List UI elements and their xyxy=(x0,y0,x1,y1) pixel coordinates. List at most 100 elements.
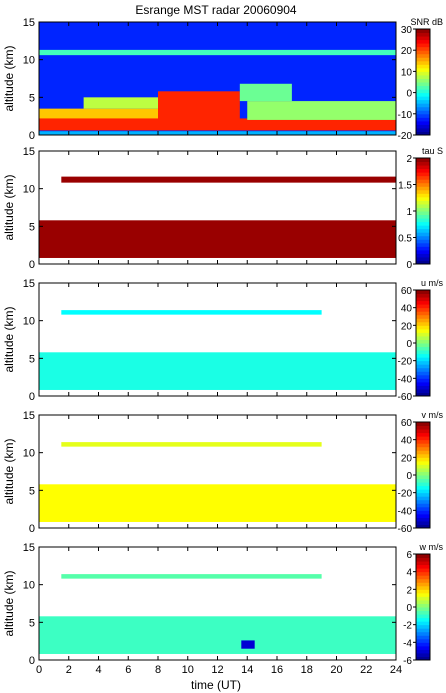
colorbar-step xyxy=(416,607,430,612)
data-layers xyxy=(39,310,396,390)
colorbar-step xyxy=(416,325,430,330)
layer-1 xyxy=(61,176,396,183)
colorbar-step xyxy=(416,203,430,208)
colorbar-step xyxy=(416,53,430,58)
colorbar-step xyxy=(416,453,430,458)
colorbar-step xyxy=(416,554,430,559)
colorbar-step xyxy=(416,225,430,230)
colorbar-step xyxy=(416,307,430,312)
panel-v: 0 5 10 15 altitude (km) -60 -40 -20 0 20 40 60 v m/s xyxy=(2,410,443,535)
colorbar-step xyxy=(416,131,430,136)
data-layers xyxy=(39,22,396,135)
colorbar-step xyxy=(416,186,430,191)
y-tick-label: 15 xyxy=(23,542,35,554)
colorbar-step xyxy=(416,193,430,198)
colorbar-step xyxy=(416,631,430,636)
colorbar-step xyxy=(416,168,430,173)
colorbar-step xyxy=(416,603,430,608)
colorbar-step xyxy=(416,360,430,365)
x-tick-label: 0 xyxy=(36,664,42,676)
colorbar-tick-label: 1 xyxy=(406,207,412,218)
y-tick-label: 0 xyxy=(29,130,35,142)
colorbar-step xyxy=(416,443,430,448)
colorbar-step xyxy=(416,568,430,573)
colorbar-step xyxy=(416,211,430,216)
colorbar-step xyxy=(416,110,430,115)
colorbar-tick-label: -4 xyxy=(403,638,412,649)
colorbar-step xyxy=(416,439,430,444)
colorbar: -6 -4 -2 0 2 4 6 w m/s xyxy=(403,542,443,667)
x-axis-label: time (UT) xyxy=(191,678,241,692)
colorbar-step xyxy=(416,127,430,132)
colorbar: -60 -40 -20 0 20 40 60 v m/s xyxy=(398,410,444,535)
y-tick-label: 15 xyxy=(23,17,35,29)
colorbar-step xyxy=(416,392,430,397)
colorbar-step xyxy=(416,74,430,79)
colorbar-step xyxy=(416,582,430,587)
colorbar-step xyxy=(416,478,430,483)
colorbar-step xyxy=(416,571,430,576)
colorbar-tick-label: 40 xyxy=(401,304,413,315)
colorbar-step xyxy=(416,388,430,393)
colorbar-step xyxy=(416,578,430,583)
colorbar-step xyxy=(416,482,430,487)
colorbar-step xyxy=(416,343,430,348)
colorbar-tick-label: 4 xyxy=(406,568,412,579)
colorbar-step xyxy=(416,524,430,529)
colorbar: 0 0.5 1 1.5 2 tau S xyxy=(398,146,443,271)
colorbar-tick-label: 0 xyxy=(406,260,412,271)
colorbar-step xyxy=(416,260,430,265)
colorbar-tick-label: 1.5 xyxy=(398,181,412,192)
colorbar-tick-label: 20 xyxy=(401,46,413,57)
colorbar-step xyxy=(416,617,430,622)
colorbar-step xyxy=(416,124,430,129)
x-tick-label: 18 xyxy=(301,664,313,676)
colorbar-step xyxy=(416,353,430,358)
colorbar-step xyxy=(416,381,430,386)
colorbar-tick-label: 40 xyxy=(401,436,413,447)
colorbar-step xyxy=(416,57,430,62)
colorbar-step xyxy=(416,457,430,462)
colorbar-step xyxy=(416,506,430,511)
colorbar-step xyxy=(416,92,430,97)
y-axis-label: altitude (km) xyxy=(2,570,16,636)
colorbar-step xyxy=(416,89,430,94)
colorbar-tick-label: 20 xyxy=(401,321,413,332)
colorbar-step xyxy=(416,446,430,451)
colorbar-step xyxy=(416,179,430,184)
layer-1 xyxy=(61,442,322,447)
colorbar-tick-label: 0 xyxy=(406,471,412,482)
colorbar-step xyxy=(416,599,430,604)
colorbar-step xyxy=(416,592,430,597)
colorbar-tick-label: -6 xyxy=(403,656,412,667)
y-axis-label: altitude (km) xyxy=(2,306,16,372)
colorbar-step xyxy=(416,232,430,237)
colorbar-label: u m/s xyxy=(421,278,444,288)
data-layers xyxy=(39,442,396,522)
colorbar-step xyxy=(416,50,430,55)
colorbar-step xyxy=(416,64,430,69)
layer-6 xyxy=(247,101,396,120)
colorbar-step xyxy=(416,29,430,34)
colorbar-step xyxy=(416,561,430,566)
colorbar-step xyxy=(416,346,430,351)
colorbar-step xyxy=(416,492,430,497)
colorbar-tick-label: -40 xyxy=(398,506,413,517)
colorbar-step xyxy=(416,436,430,441)
colorbar-label: tau S xyxy=(422,146,443,156)
colorbar-tick-label: 2 xyxy=(406,585,412,596)
x-tick-label: 8 xyxy=(155,664,161,676)
y-tick-label: 0 xyxy=(29,655,35,667)
colorbar-frame xyxy=(415,28,431,136)
panel-tau: 0 5 10 15 altitude (km) 0 0.5 1 1.5 2 tau S xyxy=(2,146,443,271)
y-tick-label: 5 xyxy=(29,485,35,497)
colorbar-tick-label: -60 xyxy=(398,524,413,535)
colorbar-step xyxy=(416,475,430,480)
colorbar-step xyxy=(416,318,430,323)
colorbar-step xyxy=(416,314,430,319)
panel-w: 0 5 10 15 altitude (km) -6 -4 -2 0 2 4 6 w m/s xyxy=(2,542,443,667)
colorbar-step xyxy=(416,489,430,494)
colorbar-tick-label: 10 xyxy=(401,67,413,78)
